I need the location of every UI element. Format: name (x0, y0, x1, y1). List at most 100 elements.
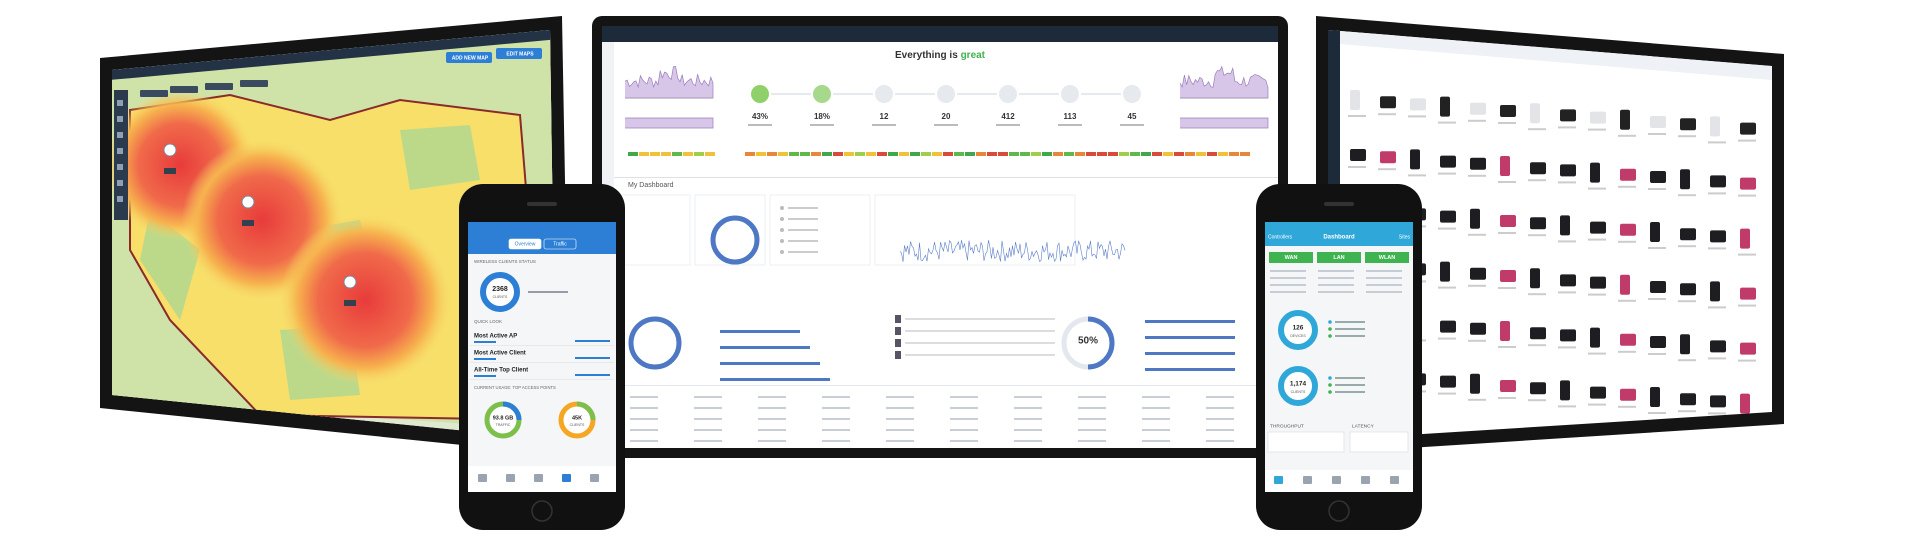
map-button[interactable] (446, 52, 492, 63)
product-thumb[interactable] (1590, 162, 1600, 183)
product-thumb[interactable] (1740, 177, 1756, 190)
product-thumb[interactable] (1620, 388, 1636, 401)
product-thumb[interactable] (1620, 223, 1636, 236)
product-thumb[interactable] (1650, 116, 1666, 128)
tab-icon[interactable] (1361, 476, 1370, 484)
product-thumb[interactable] (1590, 221, 1606, 234)
product-thumb[interactable] (1590, 111, 1606, 124)
segment-label[interactable]: Traffic (553, 241, 567, 247)
product-thumb[interactable] (1740, 287, 1756, 300)
product-thumb[interactable] (1650, 281, 1666, 293)
product-thumb[interactable] (1440, 210, 1456, 223)
tab-label[interactable]: LAN (1333, 255, 1344, 261)
product-thumb[interactable] (1530, 382, 1546, 395)
tool-icon[interactable] (117, 132, 123, 138)
tab-icon[interactable] (506, 474, 515, 482)
product-thumb[interactable] (1710, 230, 1726, 243)
product-thumb[interactable] (1380, 96, 1396, 109)
product-thumb[interactable] (1650, 387, 1660, 407)
product-thumb[interactable] (1740, 342, 1756, 355)
product-thumb[interactable] (1590, 327, 1600, 348)
product-thumb[interactable] (1470, 267, 1486, 280)
product-thumb[interactable] (1590, 386, 1606, 399)
product-thumb[interactable] (1740, 228, 1750, 249)
product-thumb[interactable] (1500, 270, 1516, 282)
product-thumb[interactable] (1650, 171, 1666, 183)
product-thumb[interactable] (1440, 375, 1456, 388)
tab-button[interactable] (1269, 252, 1313, 263)
product-thumb[interactable] (1560, 164, 1576, 177)
product-thumb[interactable] (1470, 373, 1480, 394)
tab-icon[interactable] (534, 474, 543, 482)
product-thumb[interactable] (1440, 320, 1456, 333)
product-thumb[interactable] (1410, 98, 1426, 111)
map-button-label[interactable]: ADD NEW MAP (452, 55, 489, 61)
product-thumb[interactable] (1740, 122, 1756, 135)
product-thumb[interactable] (1560, 274, 1576, 287)
tool-icon[interactable] (117, 180, 123, 186)
tool-icon[interactable] (117, 164, 123, 170)
product-thumb[interactable] (1710, 340, 1726, 353)
tool-icon[interactable] (117, 100, 123, 106)
product-thumb[interactable] (1620, 333, 1636, 346)
tool-icon[interactable] (117, 116, 123, 122)
product-thumb[interactable] (1680, 393, 1696, 406)
map-button[interactable] (496, 48, 542, 59)
product-thumb[interactable] (1470, 157, 1486, 170)
product-thumb[interactable] (1620, 109, 1630, 130)
product-thumb[interactable] (1680, 169, 1690, 190)
product-thumb[interactable] (1680, 118, 1696, 131)
product-thumb[interactable] (1500, 105, 1516, 117)
product-thumb[interactable] (1710, 175, 1726, 188)
product-thumb[interactable] (1590, 276, 1606, 289)
product-thumb[interactable] (1620, 274, 1630, 295)
home-button[interactable] (531, 500, 553, 522)
product-thumb[interactable] (1560, 380, 1570, 401)
product-thumb[interactable] (1530, 162, 1546, 175)
product-thumb[interactable] (1410, 149, 1420, 170)
product-thumb[interactable] (1560, 329, 1576, 342)
product-thumb[interactable] (1500, 156, 1510, 176)
product-thumb[interactable] (1680, 228, 1696, 241)
product-thumb[interactable] (1500, 321, 1510, 341)
tab-icon[interactable] (1303, 476, 1312, 484)
product-thumb[interactable] (1620, 168, 1636, 181)
product-thumb[interactable] (1740, 393, 1750, 414)
product-thumb[interactable] (1500, 380, 1516, 392)
product-thumb[interactable] (1530, 103, 1540, 124)
segment-tab[interactable] (508, 238, 542, 250)
tab-icon[interactable] (478, 474, 487, 482)
product-thumb[interactable] (1650, 336, 1666, 348)
tab-label[interactable]: WAN (1285, 255, 1298, 261)
product-thumb[interactable] (1710, 395, 1726, 408)
product-thumb[interactable] (1470, 102, 1486, 115)
product-thumb[interactable] (1380, 151, 1396, 164)
product-thumb[interactable] (1440, 155, 1456, 168)
tab-icon[interactable] (1332, 476, 1341, 484)
product-thumb[interactable] (1710, 116, 1720, 137)
product-thumb[interactable] (1710, 281, 1720, 302)
tab-icon[interactable] (1274, 476, 1283, 484)
product-thumb[interactable] (1680, 283, 1696, 296)
product-thumb[interactable] (1560, 109, 1576, 122)
home-button[interactable] (1328, 500, 1350, 522)
product-thumb[interactable] (1440, 96, 1450, 117)
segment-label[interactable]: Overview (515, 241, 536, 247)
map-button-label[interactable]: EDIT MAPS (506, 51, 534, 57)
tab-button[interactable] (1365, 252, 1409, 263)
product-thumb[interactable] (1350, 90, 1360, 110)
product-thumb[interactable] (1530, 217, 1546, 230)
product-thumb[interactable] (1470, 322, 1486, 335)
tool-icon[interactable] (117, 148, 123, 154)
nav-label[interactable]: Sites (1399, 234, 1411, 240)
tab-icon[interactable] (590, 474, 599, 482)
product-thumb[interactable] (1530, 268, 1540, 289)
product-thumb[interactable] (1530, 327, 1546, 340)
segment-tab[interactable] (543, 238, 577, 250)
nav-label[interactable]: Controllers (1268, 234, 1293, 240)
product-thumb[interactable] (1470, 208, 1480, 229)
product-thumb[interactable] (1650, 222, 1660, 242)
tab-icon[interactable] (1390, 476, 1399, 484)
product-thumb[interactable] (1680, 334, 1690, 355)
tool-icon[interactable] (117, 196, 123, 202)
